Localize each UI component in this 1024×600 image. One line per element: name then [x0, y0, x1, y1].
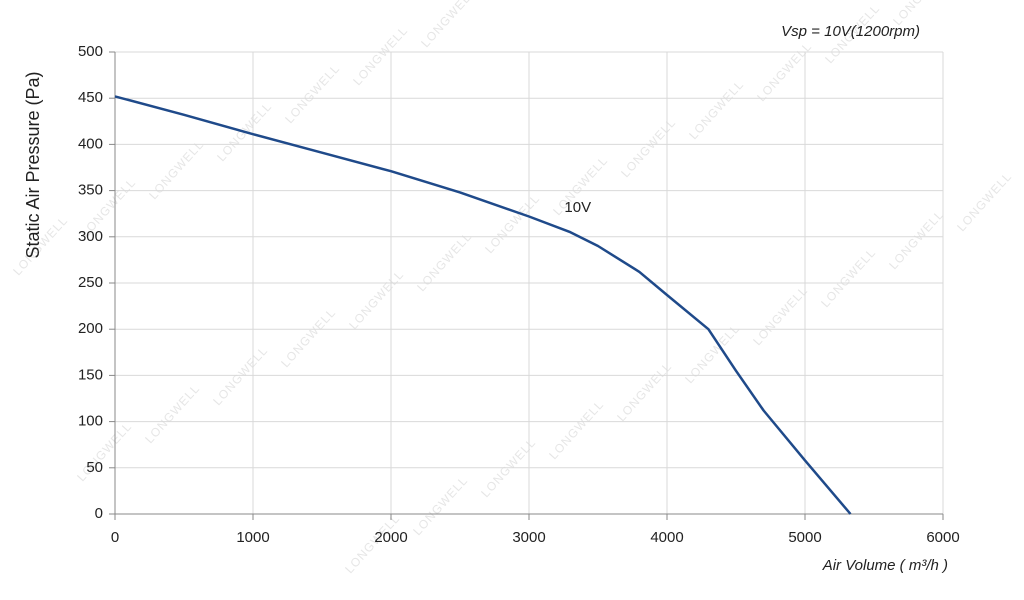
- y-tick-label: 0: [95, 505, 103, 522]
- watermark-text: LONGWELL: [410, 473, 470, 538]
- y-tick-label: 300: [78, 228, 103, 245]
- watermark-text: LONGWELL: [414, 229, 474, 294]
- watermark-text: LONGWELL: [346, 267, 406, 332]
- y-tick-label: 100: [78, 413, 103, 430]
- watermark-text: LONGWELL: [546, 397, 606, 462]
- watermark-text: LONGWELL: [686, 77, 746, 142]
- x-axis-label: Air Volume ( m³/h ): [822, 557, 948, 574]
- y-tick-label: 200: [78, 320, 103, 337]
- x-tick-label: 4000: [650, 529, 683, 546]
- watermark-text: LONGWELL: [954, 169, 1014, 234]
- watermark-text: LONGWELL: [142, 381, 202, 446]
- x-tick-label: 3000: [512, 529, 545, 546]
- y-tick-label: 450: [78, 89, 103, 106]
- watermark-text: LONGWELL: [618, 115, 678, 180]
- y-tick-label: 400: [78, 135, 103, 152]
- watermark-text: LONGWELL: [350, 23, 410, 88]
- watermark-text: LONGWELL: [682, 321, 742, 386]
- watermark-text: LONGWELL: [418, 0, 478, 50]
- watermark-text: LONGWELL: [278, 305, 338, 370]
- chart-subtitle: Vsp = 10V(1200rpm): [781, 23, 920, 40]
- watermark-text: LONGWELL: [754, 39, 814, 104]
- x-tick-label: 6000: [926, 529, 959, 546]
- series-label: 10V: [564, 199, 591, 216]
- y-tick-label: 500: [78, 43, 103, 60]
- watermark-text: LONGWELL: [482, 191, 542, 256]
- x-tick-label: 5000: [788, 529, 821, 546]
- x-tick-label: 1000: [236, 529, 269, 546]
- y-axis-label: Static Air Pressure (Pa): [23, 71, 43, 258]
- x-tick-label: 2000: [374, 529, 407, 546]
- line-series: [114, 95, 852, 515]
- y-tick-label: 250: [78, 274, 103, 291]
- y-tick-label: 50: [86, 459, 103, 476]
- watermark-text: LONGWELL: [282, 61, 342, 126]
- watermark-text: LONGWELL: [818, 245, 878, 310]
- watermark-text: LONGWELL: [886, 207, 946, 272]
- y-tick-label: 150: [78, 366, 103, 383]
- watermark-layer: LONGWELLLONGWELLLONGWELLLONGWELLLONGWELL…: [10, 0, 1014, 576]
- watermark-text: LONGWELL: [750, 283, 810, 348]
- y-tick-label: 350: [78, 182, 103, 199]
- watermark-text: LONGWELL: [614, 359, 674, 424]
- x-tick-label: 0: [111, 529, 119, 546]
- watermark-text: LONGWELL: [146, 137, 206, 202]
